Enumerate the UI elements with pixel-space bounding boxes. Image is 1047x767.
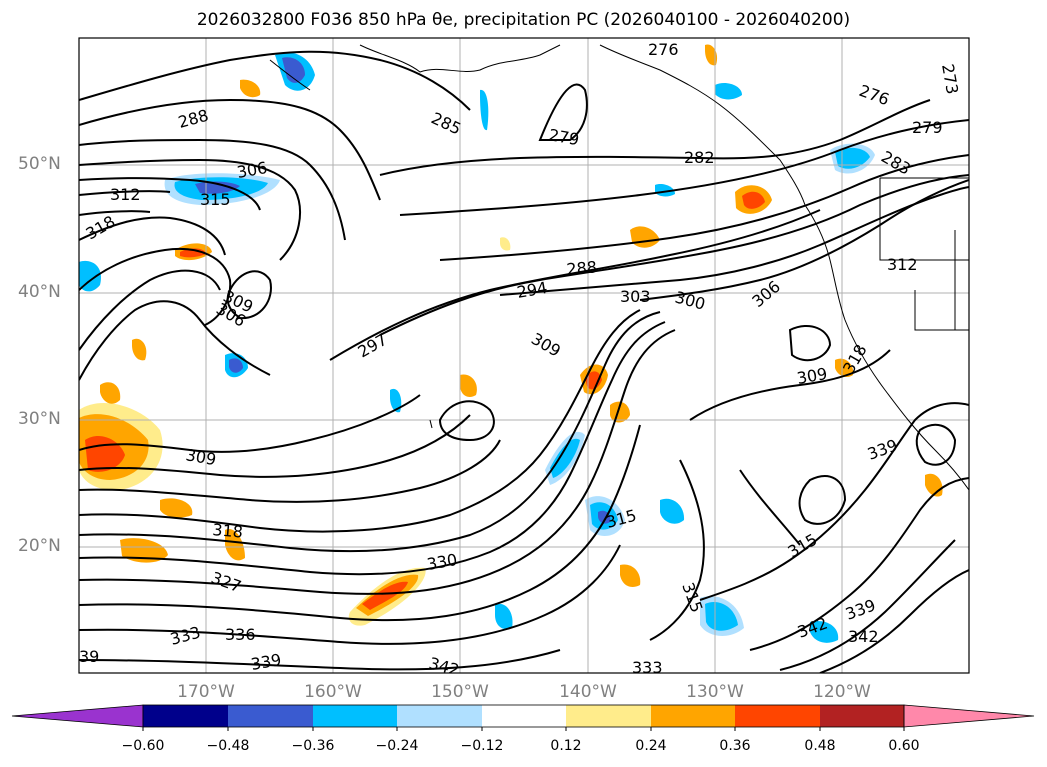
- lon-label: 160°W: [304, 682, 362, 702]
- contour-label: 312: [887, 255, 918, 274]
- lat-label: 40°N: [18, 282, 61, 302]
- colorbar-tick-label: 0.36: [719, 738, 751, 754]
- coastlines: [269, 44, 969, 491]
- theta-e-contours: [79, 50, 969, 673]
- contour-label: 333: [632, 658, 663, 677]
- map-title: 2026032800 F036 850 hPa θe, precipitatio…: [196, 10, 851, 30]
- contour-label: 315: [200, 190, 231, 209]
- contour-label: 276: [648, 40, 679, 59]
- map-plot-area: 276 276 279 279 282 283 285 288 288 294 …: [79, 38, 969, 680]
- map-frame: [78, 37, 970, 674]
- contour-label: 342: [848, 627, 879, 646]
- precip-shading: [79, 44, 943, 643]
- colorbar: [11, 704, 1035, 731]
- contour-label: 303: [620, 287, 651, 306]
- colorbar-segment: [228, 705, 313, 727]
- colorbar-segment: [313, 705, 397, 727]
- contour-label: 39: [79, 647, 99, 666]
- colorbar-segment: [143, 705, 228, 727]
- contour-label: 282: [684, 148, 715, 167]
- lon-label: 130°W: [686, 682, 744, 702]
- contour-label: 342: [427, 654, 461, 680]
- lon-label: 150°W: [431, 682, 489, 702]
- contour-label: 336: [225, 625, 256, 644]
- colorbar-segment: [820, 705, 904, 727]
- lat-label: 20°N: [18, 536, 61, 556]
- colorbar-extend-high: [903, 704, 1035, 728]
- colorbar-segment: [397, 705, 482, 727]
- colorbar-tick-label: −0.24: [375, 738, 419, 754]
- colorbar-tick-label: 0.24: [635, 738, 667, 754]
- contour-label: 318: [212, 520, 244, 542]
- lon-label: 120°W: [813, 682, 871, 702]
- colorbar-tick-label: 0.60: [888, 738, 920, 754]
- colorbar-segment: [651, 705, 735, 727]
- contour-label: 288: [566, 257, 598, 279]
- lon-label: 170°W: [177, 682, 235, 702]
- contour-label: 339: [249, 650, 282, 674]
- lat-label: 30°N: [18, 409, 61, 429]
- colorbar-tick-label: 0.48: [804, 738, 836, 754]
- contour-label: 279: [912, 118, 943, 137]
- graticule: [79, 38, 969, 673]
- colorbar-tick-label: −0.48: [206, 738, 250, 754]
- colorbar-segment: [482, 705, 566, 727]
- colorbar-tick-label: −0.12: [460, 738, 504, 754]
- colorbar-tick-label: −0.36: [291, 738, 335, 754]
- lat-label: 50°N: [18, 154, 61, 174]
- colorbar-tick-label: 0.12: [550, 738, 582, 754]
- contour-label: 312: [110, 185, 141, 204]
- colorbar-tick-label: −0.60: [121, 738, 165, 754]
- lon-label: 140°W: [559, 682, 617, 702]
- colorbar-segment: [735, 705, 820, 727]
- colorbar-extend-low: [11, 704, 144, 728]
- colorbar-segment: [566, 705, 651, 727]
